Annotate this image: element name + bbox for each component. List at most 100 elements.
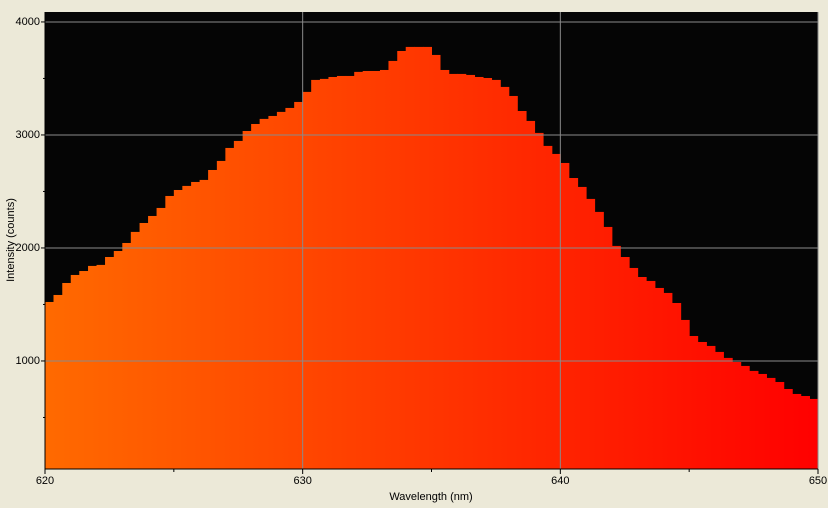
- bar: [70, 274, 80, 469]
- bar: [199, 179, 209, 469]
- bar: [629, 267, 639, 469]
- bar: [723, 357, 733, 469]
- bar: [800, 395, 810, 469]
- bar: [508, 95, 518, 469]
- bar: [165, 195, 175, 469]
- bar: [53, 294, 63, 469]
- x-tick-label: 620: [36, 475, 54, 487]
- bar: [302, 91, 312, 469]
- bar: [285, 107, 295, 470]
- bar: [88, 265, 98, 469]
- bar: [740, 365, 750, 469]
- bar: [242, 130, 252, 470]
- bar: [139, 222, 149, 469]
- bar: [594, 211, 604, 469]
- bar: [122, 242, 132, 469]
- bar: [182, 185, 192, 469]
- bar: [689, 335, 699, 469]
- bar: [294, 101, 304, 469]
- bar: [586, 198, 596, 469]
- bar: [354, 71, 364, 469]
- bar: [191, 181, 201, 470]
- bar: [706, 345, 716, 469]
- bar: [431, 54, 441, 470]
- bar: [783, 388, 793, 469]
- bar: [319, 78, 329, 470]
- bar: [671, 302, 682, 469]
- bar: [714, 351, 724, 469]
- bar: [405, 46, 415, 470]
- bar: [491, 79, 501, 469]
- bar: [611, 245, 621, 469]
- bar: [766, 377, 776, 469]
- bar: [336, 75, 347, 470]
- bar: [259, 118, 269, 470]
- bar: [577, 186, 587, 469]
- bar: [757, 373, 767, 469]
- bar: [483, 77, 493, 470]
- bar: [568, 178, 579, 469]
- bar: [371, 70, 381, 469]
- bar: [654, 287, 664, 469]
- x-tick-label: 650: [809, 475, 827, 487]
- y-axis-title: Intensity (counts): [5, 198, 17, 282]
- bar: [208, 169, 218, 469]
- y-tick-label: 4000: [16, 16, 40, 28]
- bar: [130, 231, 141, 469]
- bar: [388, 60, 398, 469]
- bar: [620, 256, 630, 469]
- y-tick-label: 1000: [16, 355, 40, 367]
- bar: [62, 282, 72, 469]
- y-tick-label: 3000: [16, 129, 40, 141]
- bar: [328, 76, 338, 470]
- bar: [663, 292, 673, 469]
- bar: [809, 398, 819, 469]
- bar: [113, 251, 123, 469]
- bar: [311, 79, 321, 469]
- bar: [251, 123, 261, 469]
- bar: [345, 75, 355, 470]
- bar: [362, 70, 372, 469]
- bar: [156, 207, 166, 469]
- bar: [105, 256, 115, 469]
- bar: [680, 319, 690, 469]
- bar: [637, 277, 647, 469]
- bar: [457, 73, 467, 469]
- bar: [465, 74, 476, 469]
- x-tick-label: 630: [293, 475, 311, 487]
- bar: [448, 73, 458, 469]
- bar: [276, 111, 286, 469]
- y-tick-label: 2000: [16, 242, 40, 254]
- bar: [774, 381, 785, 469]
- bar: [233, 140, 244, 469]
- bar: [379, 69, 389, 470]
- x-axis-title: Wavelength (nm): [389, 491, 472, 503]
- bar: [173, 189, 183, 469]
- bar: [646, 280, 656, 469]
- bar: [500, 86, 510, 470]
- bar: [697, 341, 707, 469]
- bar: [732, 361, 742, 469]
- bar: [397, 50, 407, 469]
- bar: [45, 301, 55, 469]
- bar: [268, 115, 278, 469]
- bar: [526, 120, 536, 470]
- bar: [543, 145, 553, 469]
- bar: [216, 160, 226, 470]
- bar: [79, 271, 89, 469]
- bar: [551, 153, 561, 469]
- bar: [148, 215, 158, 469]
- bar: [96, 264, 106, 469]
- bar: [517, 110, 527, 469]
- bar: [560, 162, 570, 470]
- bar: [440, 69, 450, 470]
- bar: [414, 46, 424, 470]
- bar: [534, 132, 544, 469]
- x-tick-label: 640: [551, 475, 569, 487]
- bar: [474, 76, 484, 470]
- bar: [749, 370, 759, 469]
- bar: [792, 393, 802, 469]
- bar: [225, 147, 235, 469]
- bar: [603, 226, 613, 469]
